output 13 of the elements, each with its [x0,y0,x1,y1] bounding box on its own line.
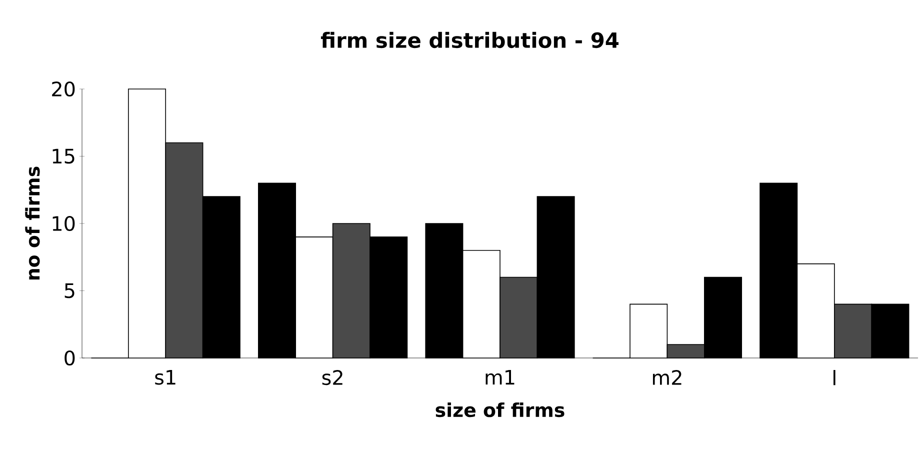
x-tick-label: l [834,370,836,386]
y-axis-title: no of firms [25,166,40,280]
chart-title: firm size distribution - 94 [320,32,619,48]
y-tick-label: 20 [52,81,75,97]
y-tick-label: 5 [64,283,74,298]
x-tick-label: s2 [322,370,342,386]
x-tick-label: m2 [652,370,682,385]
y-tick-label: 15 [52,148,74,164]
y-tick-label: 10 [52,216,75,232]
x-tick-label: s1 [155,370,176,385]
x-axis-title: size of firms [436,402,564,418]
x-tick-label: m1 [486,370,514,385]
y-tick-label: 0 [64,350,75,366]
